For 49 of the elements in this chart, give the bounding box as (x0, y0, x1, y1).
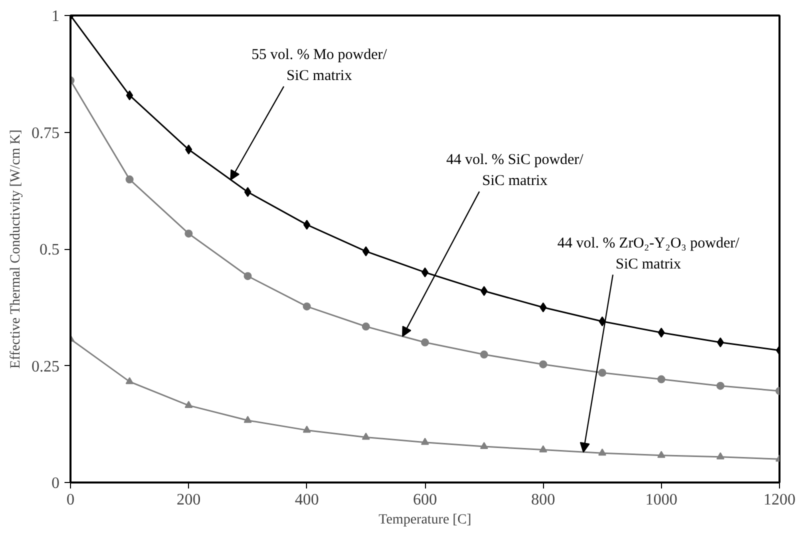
point (716, 452, 724, 460)
point (598, 316, 606, 326)
point (362, 246, 370, 256)
x-tick-label: 1200 (764, 492, 796, 508)
point (480, 350, 488, 359)
x-axis-title: Temperature [C] (378, 512, 472, 528)
annotation: 44 vol. % ZrO₂-Y₂O₃ powder/ SiC matrix (557, 235, 740, 272)
point (716, 382, 724, 390)
point (302, 302, 311, 310)
x-tick-label: 600 (413, 492, 437, 508)
point (185, 144, 192, 155)
point (362, 322, 370, 331)
x-tick-label: 800 (531, 492, 556, 508)
y-tick-label: 1 (52, 8, 60, 25)
annotation: 55 vol. % Mo powder/ SiC matrix (252, 47, 388, 84)
annotation: 44 vol. % SiC powder/ SiC matrix (446, 152, 584, 190)
y-tick-label: 0.25 (32, 358, 60, 376)
point (598, 368, 606, 377)
point (126, 377, 134, 384)
y-tick-label: 0.5 (40, 242, 60, 258)
point (184, 400, 193, 408)
point (126, 90, 134, 100)
point (539, 445, 548, 452)
point (658, 328, 665, 338)
point (539, 360, 548, 368)
point (244, 187, 252, 198)
point (421, 338, 429, 346)
y-axis-title: Effective Thermal Conductivity [W/cm K] (8, 130, 24, 369)
point (421, 438, 429, 445)
x-tick-label: 0 (66, 492, 74, 508)
point (598, 448, 606, 456)
point (244, 272, 252, 280)
x-tick-label: 400 (294, 492, 319, 508)
y-tick-label: 0.75 (32, 124, 60, 142)
point (302, 426, 311, 433)
point (716, 337, 724, 348)
x-tick-label: 1000 (645, 492, 678, 508)
point (362, 432, 370, 440)
point (244, 416, 252, 423)
x-tick-label: 200 (176, 492, 201, 508)
point (657, 375, 666, 384)
point (480, 286, 488, 296)
point (126, 175, 134, 184)
y-tick-label: 0 (52, 475, 60, 492)
point (540, 302, 547, 312)
point (184, 230, 193, 238)
point (480, 442, 488, 450)
point (303, 220, 310, 230)
point (657, 450, 666, 458)
